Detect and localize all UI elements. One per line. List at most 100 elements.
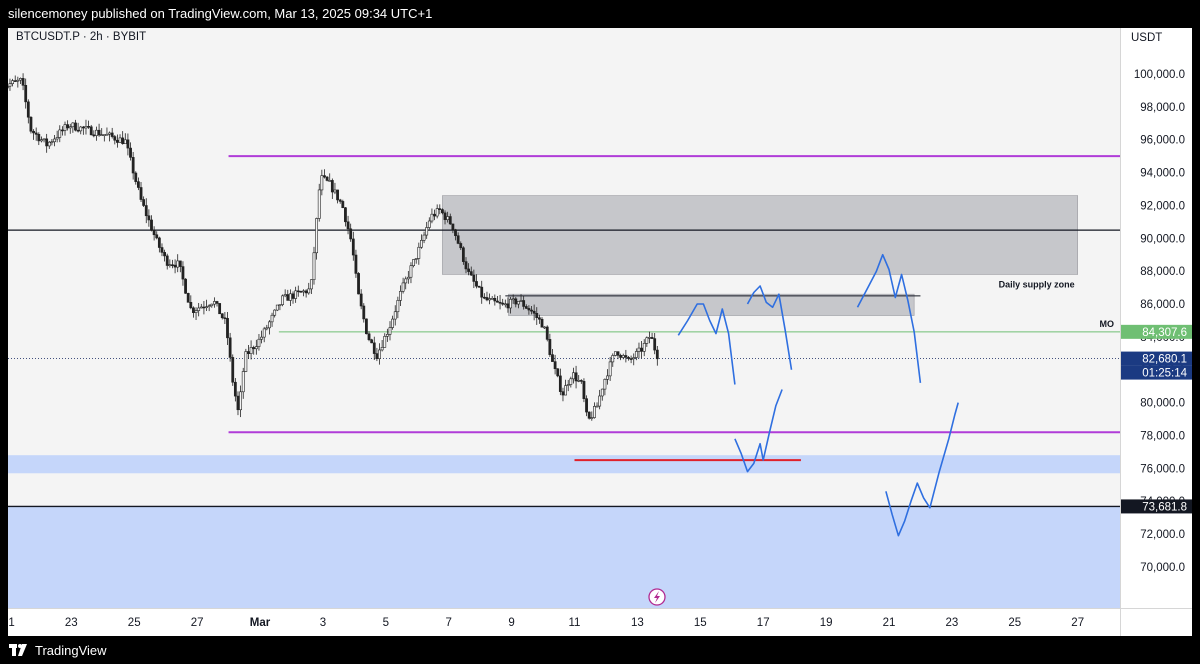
candle-body[interactable]: [338, 199, 342, 202]
candle-body[interactable]: [26, 101, 30, 118]
candle-body[interactable]: [349, 228, 353, 240]
candle-body[interactable]: [21, 78, 25, 86]
candle-body[interactable]: [81, 126, 85, 129]
candle-body[interactable]: [558, 375, 562, 392]
candle-body[interactable]: [47, 141, 51, 147]
candle-body[interactable]: [336, 189, 339, 201]
candle-body[interactable]: [637, 347, 641, 352]
candle-body[interactable]: [545, 326, 549, 340]
candle-body[interactable]: [113, 136, 117, 141]
candle-body[interactable]: [346, 221, 350, 230]
candle-body[interactable]: [582, 381, 586, 399]
candle-body[interactable]: [131, 157, 135, 174]
candle-body[interactable]: [147, 215, 151, 221]
candle-body[interactable]: [320, 175, 324, 191]
candle-body[interactable]: [302, 290, 305, 293]
candle-body[interactable]: [645, 337, 649, 344]
candle-body[interactable]: [160, 247, 164, 253]
chart-pane[interactable]: Daily supply zone MO BTCUSDT.P · 2h · BYB…: [8, 28, 1120, 608]
candle-body[interactable]: [176, 260, 180, 268]
candle-body[interactable]: [385, 334, 389, 337]
candle-body[interactable]: [144, 205, 148, 217]
candle-body[interactable]: [289, 293, 292, 301]
candle-body[interactable]: [192, 307, 195, 313]
candle-body[interactable]: [561, 391, 565, 396]
candle-body[interactable]: [199, 306, 203, 309]
candle-body[interactable]: [600, 388, 604, 397]
candle-body[interactable]: [286, 294, 290, 301]
candle-body[interactable]: [178, 260, 182, 267]
candle-body[interactable]: [420, 240, 423, 248]
candle-body[interactable]: [459, 243, 463, 249]
projection-path-3[interactable]: [856, 253, 922, 383]
candle-body[interactable]: [247, 351, 250, 354]
candle-body[interactable]: [616, 351, 620, 356]
candle-body[interactable]: [406, 276, 410, 280]
candle-body[interactable]: [260, 336, 263, 340]
candle-body[interactable]: [197, 307, 201, 311]
candle-body[interactable]: [613, 351, 617, 356]
candle-body[interactable]: [511, 298, 515, 301]
flash-icon[interactable]: [648, 588, 666, 606]
candle-body[interactable]: [13, 80, 17, 82]
candle-body[interactable]: [74, 122, 77, 131]
candle-body[interactable]: [469, 271, 473, 276]
candle-body[interactable]: [642, 343, 646, 352]
candle-body[interactable]: [299, 291, 303, 293]
candle-body[interactable]: [572, 372, 575, 380]
candle-body[interactable]: [134, 172, 138, 182]
candle-body[interactable]: [79, 126, 83, 132]
candle-body[interactable]: [595, 405, 599, 408]
candle-body[interactable]: [283, 294, 287, 297]
candle-body[interactable]: [380, 347, 384, 351]
candle-body[interactable]: [76, 129, 80, 132]
candle-body[interactable]: [488, 298, 491, 301]
candle-body[interactable]: [422, 234, 426, 241]
candle-body[interactable]: [527, 308, 531, 311]
candle-body[interactable]: [556, 368, 560, 377]
candle-body[interactable]: [634, 351, 638, 358]
candle-body[interactable]: [590, 417, 594, 419]
candle-body[interactable]: [37, 134, 41, 142]
candle-body[interactable]: [294, 290, 298, 299]
candle-body[interactable]: [378, 349, 381, 360]
candle-body[interactable]: [8, 83, 12, 87]
candle-body[interactable]: [333, 189, 337, 193]
projection-path-1[interactable]: [746, 285, 793, 370]
candle-body[interactable]: [309, 279, 313, 290]
demand-zone-2[interactable]: [8, 455, 1120, 474]
candle-body[interactable]: [593, 406, 596, 418]
candle-body[interactable]: [126, 139, 130, 149]
symbol-label[interactable]: BTCUSDT.P · 2h · BYBIT: [16, 31, 147, 43]
candle-body[interactable]: [102, 134, 106, 136]
candle-body[interactable]: [155, 234, 159, 239]
candle-body[interactable]: [239, 391, 243, 411]
candle-body[interactable]: [304, 290, 308, 294]
candle-body[interactable]: [619, 355, 623, 358]
candle-body[interactable]: [396, 300, 400, 313]
candle-body[interactable]: [577, 380, 581, 382]
candle-body[interactable]: [430, 213, 434, 222]
candle-body[interactable]: [55, 137, 59, 140]
candle-body[interactable]: [354, 254, 358, 274]
candle-body[interactable]: [66, 124, 70, 129]
candle-body[interactable]: [268, 321, 271, 329]
candle-body[interactable]: [341, 201, 345, 209]
candle-body[interactable]: [655, 349, 659, 360]
candle-body[interactable]: [451, 223, 455, 230]
candle-body[interactable]: [157, 237, 161, 248]
demand-zone-3[interactable]: [8, 506, 1120, 608]
projection-path-2[interactable]: [734, 389, 783, 473]
candle-body[interactable]: [223, 317, 227, 320]
candle-body[interactable]: [291, 293, 295, 299]
candle-body[interactable]: [456, 235, 460, 244]
candle-body[interactable]: [328, 180, 332, 182]
candle-body[interactable]: [496, 300, 499, 303]
candle-body[interactable]: [574, 372, 578, 382]
candle-body[interactable]: [121, 137, 125, 145]
candle-body[interactable]: [438, 208, 442, 210]
candle-body[interactable]: [477, 285, 481, 288]
candle-body[interactable]: [425, 227, 429, 236]
candle-body[interactable]: [11, 80, 14, 84]
candle-body[interactable]: [136, 181, 140, 188]
